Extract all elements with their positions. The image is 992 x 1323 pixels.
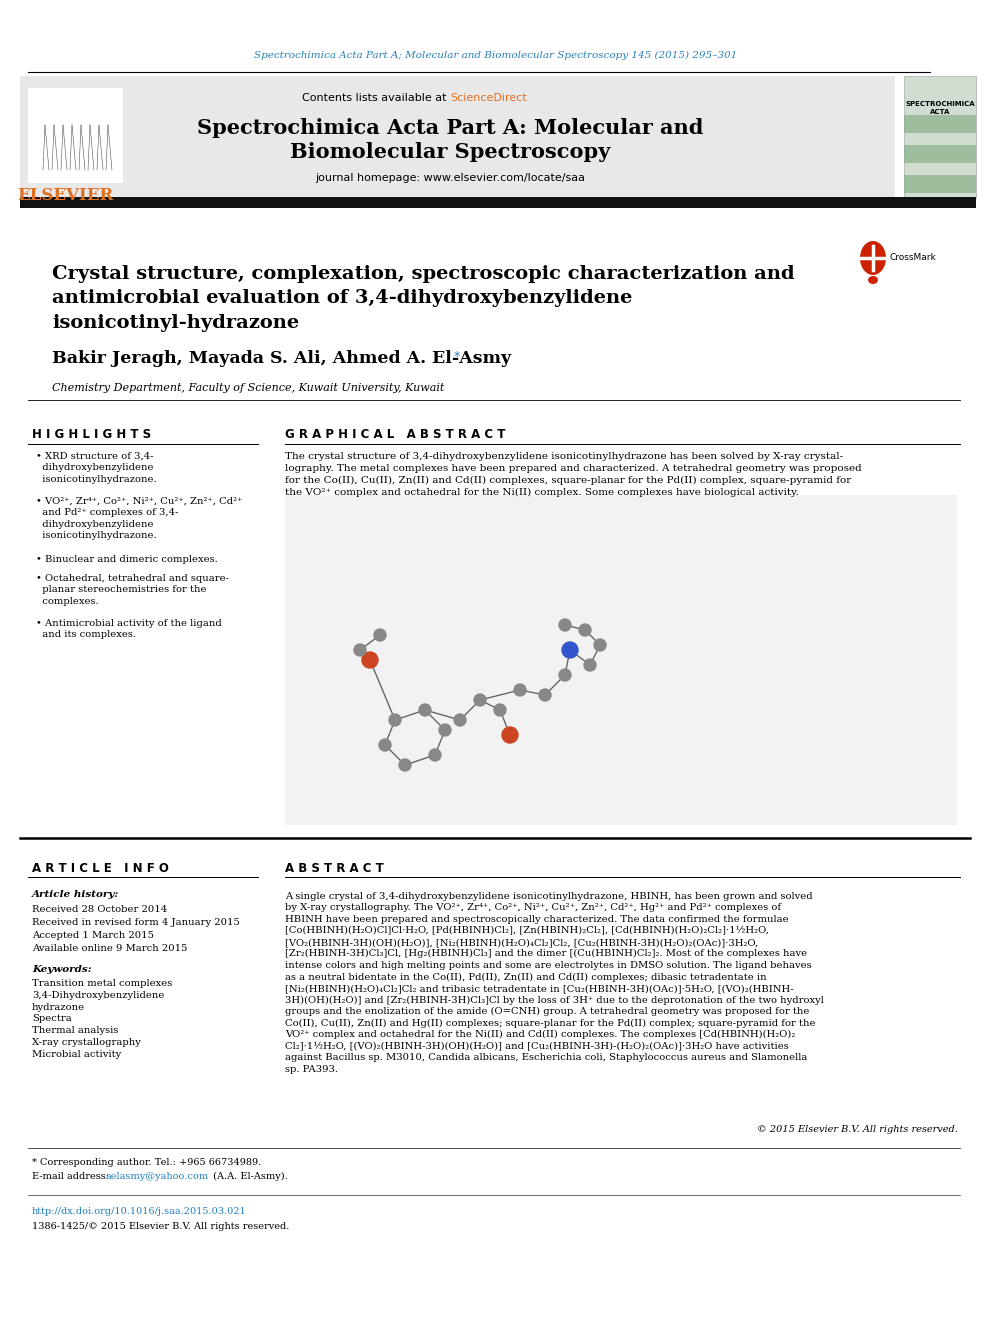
Ellipse shape bbox=[868, 277, 878, 284]
Text: © 2015 Elsevier B.V. All rights reserved.: © 2015 Elsevier B.V. All rights reserved… bbox=[757, 1125, 958, 1134]
Text: G R A P H I C A L   A B S T R A C T: G R A P H I C A L A B S T R A C T bbox=[285, 429, 505, 441]
Circle shape bbox=[594, 639, 606, 651]
Circle shape bbox=[502, 728, 518, 744]
Bar bbox=[20, 197, 976, 208]
Text: E-mail address:: E-mail address: bbox=[32, 1172, 112, 1181]
Text: • VO²⁺, Zr⁴⁺, Co²⁺, Ni²⁺, Cu²⁺, Zn²⁺, Cd²⁺
  and Pd²⁺ complexes of 3,4-
  dihydr: • VO²⁺, Zr⁴⁺, Co²⁺, Ni²⁺, Cu²⁺, Zn²⁺, Cd… bbox=[36, 497, 242, 540]
Text: A B S T R A C T: A B S T R A C T bbox=[285, 863, 384, 875]
Circle shape bbox=[514, 684, 526, 696]
Text: • Antimicrobial activity of the ligand
  and its complexes.: • Antimicrobial activity of the ligand a… bbox=[36, 619, 222, 639]
Text: Spectrochimica Acta Part A: Molecular and: Spectrochimica Acta Part A: Molecular an… bbox=[196, 118, 703, 138]
Text: (A.A. El-Asmy).: (A.A. El-Asmy). bbox=[210, 1172, 288, 1181]
Text: Received in revised form 4 January 2015: Received in revised form 4 January 2015 bbox=[32, 918, 240, 927]
Text: Keywords:: Keywords: bbox=[32, 964, 91, 974]
Text: Spectrochimica Acta Part A; Molecular and Biomolecular Spectroscopy 145 (2015) 2: Spectrochimica Acta Part A; Molecular an… bbox=[254, 50, 738, 60]
Bar bbox=[20, 75, 895, 198]
Circle shape bbox=[419, 704, 431, 716]
Text: Contents lists available at: Contents lists available at bbox=[302, 93, 450, 103]
Text: • Octahedral, tetrahedral and square-
  planar stereochemistries for the
  compl: • Octahedral, tetrahedral and square- pl… bbox=[36, 574, 229, 606]
Ellipse shape bbox=[860, 241, 886, 275]
Text: * Corresponding author. Tel.: +965 66734989.: * Corresponding author. Tel.: +965 66734… bbox=[32, 1158, 261, 1167]
Circle shape bbox=[474, 695, 486, 706]
Circle shape bbox=[389, 714, 401, 726]
Bar bbox=[904, 115, 976, 134]
Circle shape bbox=[454, 714, 466, 726]
Text: Chemistry Department, Faculty of Science, Kuwait University, Kuwait: Chemistry Department, Faculty of Science… bbox=[52, 382, 444, 393]
Text: A single crystal of 3,4-dihydroxybenzylidene isonicotinylhydrazone, HBINH, has b: A single crystal of 3,4-dihydroxybenzyli… bbox=[285, 892, 824, 1074]
Text: ELSEVIER: ELSEVIER bbox=[17, 187, 113, 204]
Circle shape bbox=[354, 644, 366, 656]
Text: The crystal structure of 3,4-dihydroxybenzylidene isonicotinylhydrazone has been: The crystal structure of 3,4-dihydroxybe… bbox=[285, 452, 862, 496]
Text: Accepted 1 March 2015: Accepted 1 March 2015 bbox=[32, 931, 154, 941]
Circle shape bbox=[559, 619, 571, 631]
Circle shape bbox=[559, 669, 571, 681]
Text: H I G H L I G H T S: H I G H L I G H T S bbox=[32, 429, 151, 441]
Text: Crystal structure, complexation, spectroscopic characterization and
antimicrobia: Crystal structure, complexation, spectro… bbox=[52, 265, 795, 332]
Circle shape bbox=[439, 724, 451, 736]
Text: aelasmy@yahoo.com: aelasmy@yahoo.com bbox=[105, 1172, 208, 1181]
Text: *: * bbox=[450, 351, 460, 363]
Circle shape bbox=[539, 689, 551, 701]
Text: Article history:: Article history: bbox=[32, 890, 119, 900]
Bar bbox=[904, 146, 976, 163]
Circle shape bbox=[374, 628, 386, 642]
Text: Received 28 October 2014: Received 28 October 2014 bbox=[32, 905, 168, 914]
Circle shape bbox=[362, 652, 378, 668]
Text: 1386-1425/© 2015 Elsevier B.V. All rights reserved.: 1386-1425/© 2015 Elsevier B.V. All right… bbox=[32, 1222, 290, 1230]
Bar bbox=[904, 75, 976, 198]
Text: ScienceDirect: ScienceDirect bbox=[450, 93, 527, 103]
Text: Biomolecular Spectroscopy: Biomolecular Spectroscopy bbox=[290, 142, 610, 161]
Bar bbox=[28, 89, 123, 183]
Circle shape bbox=[584, 659, 596, 671]
Text: Bakir Jeragh, Mayada S. Ali, Ahmed A. El-Asmy: Bakir Jeragh, Mayada S. Ali, Ahmed A. El… bbox=[52, 351, 511, 366]
Text: • Binuclear and dimeric complexes.: • Binuclear and dimeric complexes. bbox=[36, 556, 218, 564]
Circle shape bbox=[579, 624, 591, 636]
Text: A R T I C L E   I N F O: A R T I C L E I N F O bbox=[32, 863, 169, 875]
Text: Available online 9 March 2015: Available online 9 March 2015 bbox=[32, 945, 187, 953]
Text: SPECTROCHIMICA
ACTA: SPECTROCHIMICA ACTA bbox=[905, 102, 975, 115]
Circle shape bbox=[379, 740, 391, 751]
Bar bbox=[285, 495, 957, 826]
Circle shape bbox=[494, 704, 506, 716]
Circle shape bbox=[429, 749, 441, 761]
Text: CrossMark: CrossMark bbox=[890, 254, 936, 262]
Text: Transition metal complexes
3,4-Dihydroxybenzylidene
hydrazone
Spectra
Thermal an: Transition metal complexes 3,4-Dihydroxy… bbox=[32, 979, 173, 1058]
Circle shape bbox=[399, 759, 411, 771]
Text: http://dx.doi.org/10.1016/j.saa.2015.03.021: http://dx.doi.org/10.1016/j.saa.2015.03.… bbox=[32, 1207, 247, 1216]
Bar bbox=[904, 175, 976, 193]
Circle shape bbox=[562, 642, 578, 658]
Text: journal homepage: www.elsevier.com/locate/saa: journal homepage: www.elsevier.com/locat… bbox=[315, 173, 585, 183]
Text: • XRD structure of 3,4-
  dihydroxybenzylidene
  isonicotinylhydrazone.: • XRD structure of 3,4- dihydroxybenzyli… bbox=[36, 452, 157, 484]
